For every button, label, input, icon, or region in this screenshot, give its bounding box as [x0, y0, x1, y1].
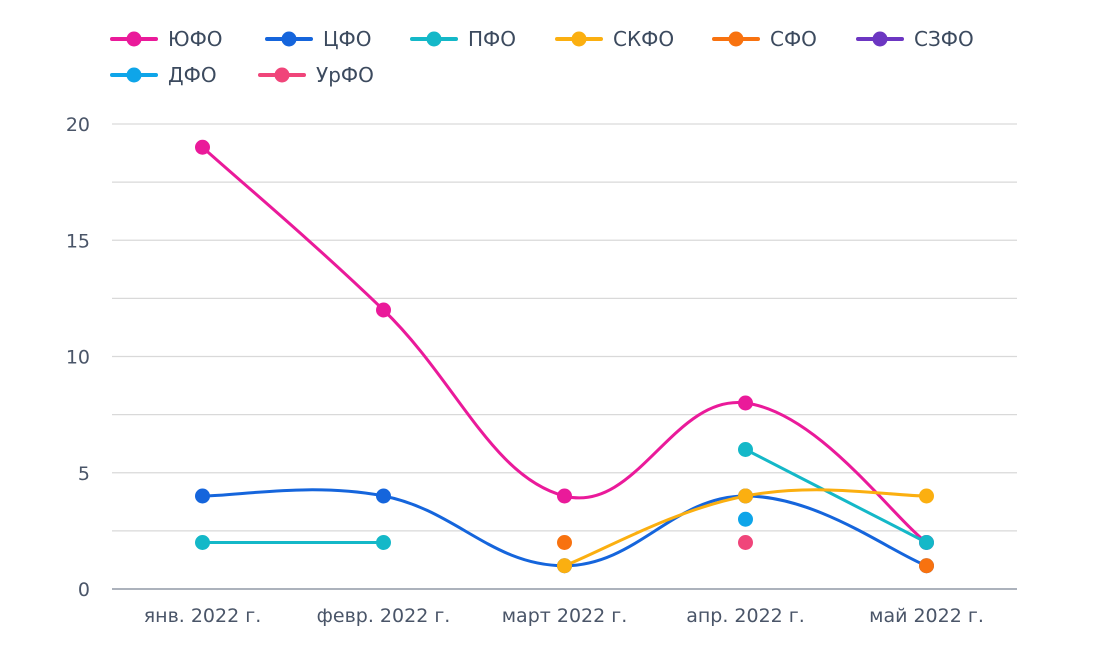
legend-item[interactable]: ЮФО: [110, 27, 223, 51]
legend-item[interactable]: ДФО: [110, 63, 217, 87]
x-tick-label: март 2022 г.: [502, 605, 628, 627]
y-tick-label: 20: [66, 114, 90, 136]
legend-marker: [126, 31, 142, 47]
grid: [112, 123, 1017, 590]
x-tick-label: февр. 2022 г.: [317, 605, 451, 627]
legend-marker: [872, 31, 888, 47]
legend-marker: [126, 67, 142, 83]
y-tick-label: 10: [66, 347, 90, 369]
data-point: [919, 488, 934, 504]
data-point: [376, 535, 391, 550]
legend-label: ЦФО: [323, 27, 372, 51]
data-point: [919, 535, 934, 550]
series-line-3: [744, 448, 928, 544]
legend-label: ЮФО: [168, 27, 223, 51]
y-tick-label: 15: [66, 230, 90, 252]
legend-label: ПФО: [468, 27, 516, 51]
data-point: [376, 302, 391, 318]
data-point: [738, 488, 753, 504]
legend-item[interactable]: СКФО: [555, 27, 674, 51]
legend-item[interactable]: СЗФО: [856, 27, 974, 51]
legend-item[interactable]: ПФО: [410, 27, 516, 51]
legend-label: УрФО: [316, 63, 374, 87]
data-point: [376, 488, 391, 504]
data-point: [738, 395, 753, 411]
data-point: [557, 535, 572, 550]
data-point: [738, 442, 753, 457]
legend-marker: [571, 31, 587, 47]
legend-label: СКФО: [613, 27, 674, 51]
legend-label: СЗФО: [914, 27, 974, 51]
legend-marker: [281, 31, 297, 47]
x-tick-label: янв. 2022 г.: [144, 605, 262, 627]
data-point: [195, 488, 210, 504]
legend-item[interactable]: ЦФО: [265, 27, 372, 51]
y-tick-label: 5: [78, 463, 90, 485]
legend-marker: [274, 67, 290, 83]
legend-item[interactable]: СФО: [712, 27, 817, 51]
y-tick-label: 0: [78, 579, 90, 601]
y-axis: 0 5 10 15 20: [66, 114, 90, 601]
x-axis: янв. 2022 г. февр. 2022 г. март 2022 г. апр…: [144, 605, 984, 627]
series-line-1: [201, 145, 928, 544]
legend-label: ДФО: [168, 63, 217, 87]
data-point: [195, 139, 210, 155]
data-point: [738, 511, 753, 527]
data-point: [738, 535, 753, 550]
data-point: [557, 488, 572, 504]
legend-marker: [728, 31, 744, 47]
legend-marker: [426, 31, 442, 47]
x-tick-label: май 2022 г.: [869, 605, 984, 627]
data-point: [557, 558, 572, 574]
data-point: [919, 558, 934, 574]
data-point: [195, 535, 210, 550]
legend: ЮФО ЦФО ПФО СКФО СФО СЗФО ДФО УрФО: [110, 27, 974, 87]
series-points: [195, 139, 934, 574]
legend-item[interactable]: УрФО: [258, 63, 374, 87]
legend-label: СФО: [770, 27, 817, 51]
x-tick-label: апр. 2022 г.: [686, 605, 805, 627]
